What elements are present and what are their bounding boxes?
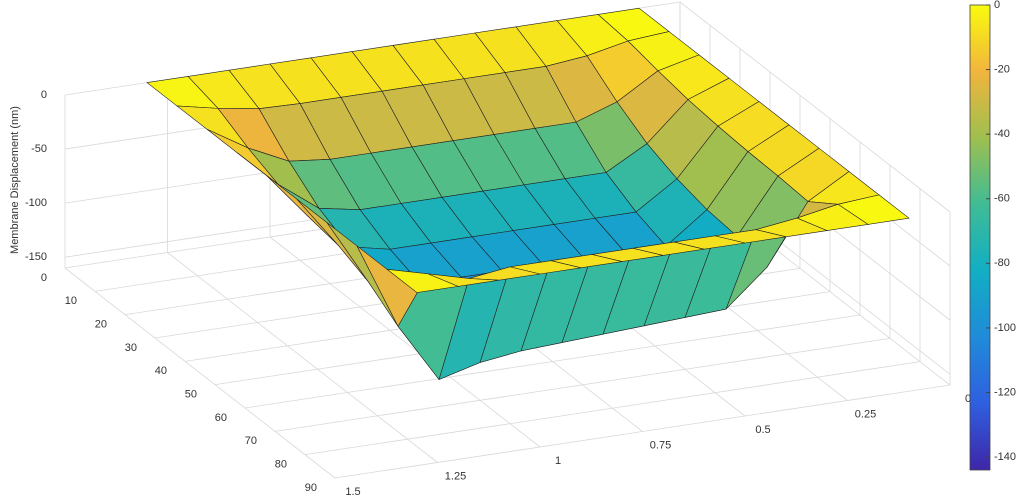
y-tick-label: 70 <box>245 435 257 447</box>
x-tick-label: 1.25 <box>445 470 466 482</box>
y-tick-label: 80 <box>275 459 287 471</box>
z-tick-label: -150 <box>25 251 47 263</box>
y-tick-label: 60 <box>215 412 227 424</box>
colorbar-tick-label: -140 <box>994 451 1016 463</box>
x-tick-label: 1.5 <box>345 486 360 495</box>
grid-line <box>269 236 541 448</box>
grid-line <box>304 361 921 456</box>
colorbar <box>969 4 991 471</box>
x-tick-label: 0.5 <box>755 424 770 436</box>
grid-line <box>64 267 336 479</box>
y-tick-label: 10 <box>65 295 77 307</box>
z-tick-label: -50 <box>31 143 47 155</box>
grid-line <box>167 252 438 463</box>
colorbar-tick-label: -20 <box>994 63 1010 75</box>
z-axis-label: Membrane Displacement (nm) <box>9 106 21 254</box>
z-tick-label: -100 <box>25 197 47 209</box>
x-tick-label: 0.75 <box>650 439 671 451</box>
y-tick-label: 20 <box>95 319 107 331</box>
grid-line <box>244 314 861 409</box>
colorbar-tick-label: -40 <box>994 128 1010 140</box>
x-tick-label: 0.25 <box>855 408 876 420</box>
grid-line <box>334 384 951 479</box>
x-tick-label: 1 <box>555 455 561 467</box>
x-tick-label: 0 <box>965 393 971 405</box>
y-tick-label: 50 <box>185 389 197 401</box>
colorbar-tick-label: -80 <box>994 257 1010 269</box>
colorbar-tick-label: -60 <box>994 193 1010 205</box>
y-tick-label: 40 <box>155 365 167 377</box>
colorbar-tick-label: -100 <box>994 322 1016 334</box>
z-tick-label: 0 <box>41 89 47 101</box>
colorbar-tick-label: 0 <box>994 0 1000 11</box>
surface-patch <box>385 268 460 293</box>
y-tick-label: 0 <box>41 272 47 284</box>
y-tick-label: 30 <box>125 342 137 354</box>
colorbar-tick-label: -120 <box>994 386 1016 398</box>
grid-line <box>274 337 891 432</box>
y-tick-label: 90 <box>305 482 317 494</box>
